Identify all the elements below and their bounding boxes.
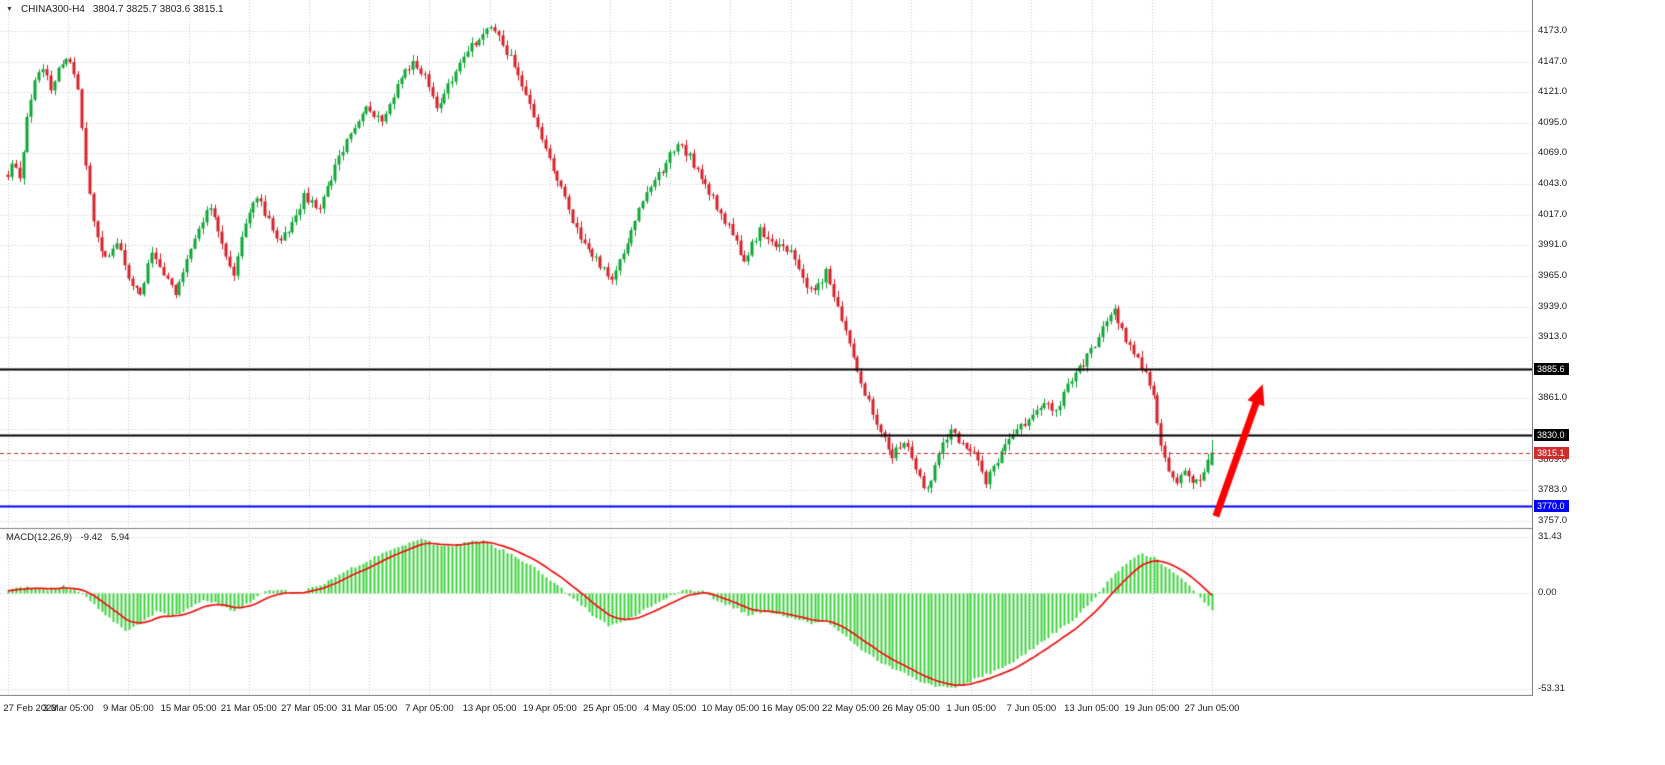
- price-level-tag: 3830.0: [1534, 428, 1569, 441]
- time-axis-label: 21 Mar 05:00: [220, 703, 277, 714]
- time-axis-label: 19 Apr 05:00: [522, 703, 577, 714]
- macd-main-value: -9.42: [80, 532, 103, 543]
- time-axis-label: 25 Apr 05:00: [583, 703, 637, 714]
- macd-signal-value: 5.94: [110, 532, 130, 543]
- macd-name: MACD(12,26,9): [6, 532, 72, 543]
- price-axis-label: 4173.0: [1538, 24, 1568, 36]
- macd-axis-label: -53.31: [1538, 682, 1565, 694]
- price-axis-label: 3757.0: [1538, 514, 1568, 526]
- macd-axis-label: 31.43: [1538, 531, 1562, 543]
- symbol-dropdown-icon[interactable]: ▼: [6, 6, 13, 13]
- time-axis[interactable]: 27 Feb 2023 3 Mar 05:00 9 Mar 05:00 15 Mar …: [0, 697, 1665, 717]
- current-price-tag: 3815.1: [1534, 446, 1569, 459]
- time-axis-label: 9 Mar 05:00: [103, 703, 154, 714]
- macd-axis-label: 0.00: [1538, 587, 1557, 599]
- time-axis-label: 3 Mar 05:00: [42, 703, 94, 714]
- price-axis-label: 3809.0: [1538, 453, 1568, 465]
- time-axis-label: 19 Jun 05:00: [1124, 703, 1180, 714]
- price-axis[interactable]: 4173.0 4147.0 4121.0 4095.0 4069.0 4043.0 4017…: [1532, 0, 1665, 696]
- symbol-name: CHINA300-H4: [20, 4, 85, 15]
- time-axis-label: 31 Mar 05:00: [341, 703, 398, 714]
- price-chart-canvas[interactable]: [0, 0, 1532, 696]
- time-axis-label: 27 Feb 2023: [3, 703, 57, 714]
- price-axis-label: 3783.0: [1538, 484, 1568, 496]
- price-level-tag: 3885.6: [1534, 363, 1569, 376]
- price-axis-label: 3861.0: [1538, 392, 1568, 404]
- price-axis-label: 4121.0: [1538, 86, 1568, 98]
- time-axis-label: 27 Jun 05:00: [1184, 703, 1240, 714]
- time-axis-label: 22 May 05:00: [822, 703, 880, 714]
- time-axis-label: 1 Jun 05:00: [946, 703, 997, 714]
- price-axis-label: 4147.0: [1538, 55, 1568, 67]
- price-axis-label: 3991.0: [1538, 239, 1568, 251]
- time-axis-label: 13 Jun 05:00: [1064, 703, 1120, 714]
- price-axis-label: 4017.0: [1538, 208, 1568, 220]
- time-axis-label: 10 May 05:00: [701, 703, 760, 714]
- symbol-info: ▼ CHINA300-H4 3804.7 3825.7 3803.6 3815.…: [6, 4, 224, 15]
- time-axis-label: 7 Jun 05:00: [1006, 703, 1057, 714]
- price-axis-label: 4043.0: [1538, 178, 1568, 190]
- macd-indicator-label: MACD(12,26,9) -9.42 5.94: [6, 532, 135, 543]
- price-level-tag: 3770.0: [1534, 499, 1569, 512]
- price-axis-label: 3965.0: [1538, 269, 1568, 281]
- price-axis-label: 4095.0: [1538, 116, 1568, 128]
- symbol-ohlc-values: 3804.7 3825.7 3803.6 3815.1: [92, 4, 224, 15]
- time-axis-label: 27 Mar 05:00: [281, 703, 337, 714]
- time-axis-label: 4 May 05:00: [644, 703, 697, 714]
- price-axis-label: 3913.0: [1538, 331, 1568, 343]
- time-axis-label: 15 Mar 05:00: [160, 703, 217, 714]
- time-axis-label: 7 Apr 05:00: [405, 703, 454, 714]
- price-axis-label: 4069.0: [1538, 147, 1568, 159]
- price-axis-label: 3939.0: [1538, 300, 1568, 312]
- time-axis-label: 16 May 05:00: [761, 703, 820, 714]
- time-axis-label: 13 Apr 05:00: [462, 703, 517, 714]
- time-axis-label: 26 May 05:00: [882, 703, 940, 714]
